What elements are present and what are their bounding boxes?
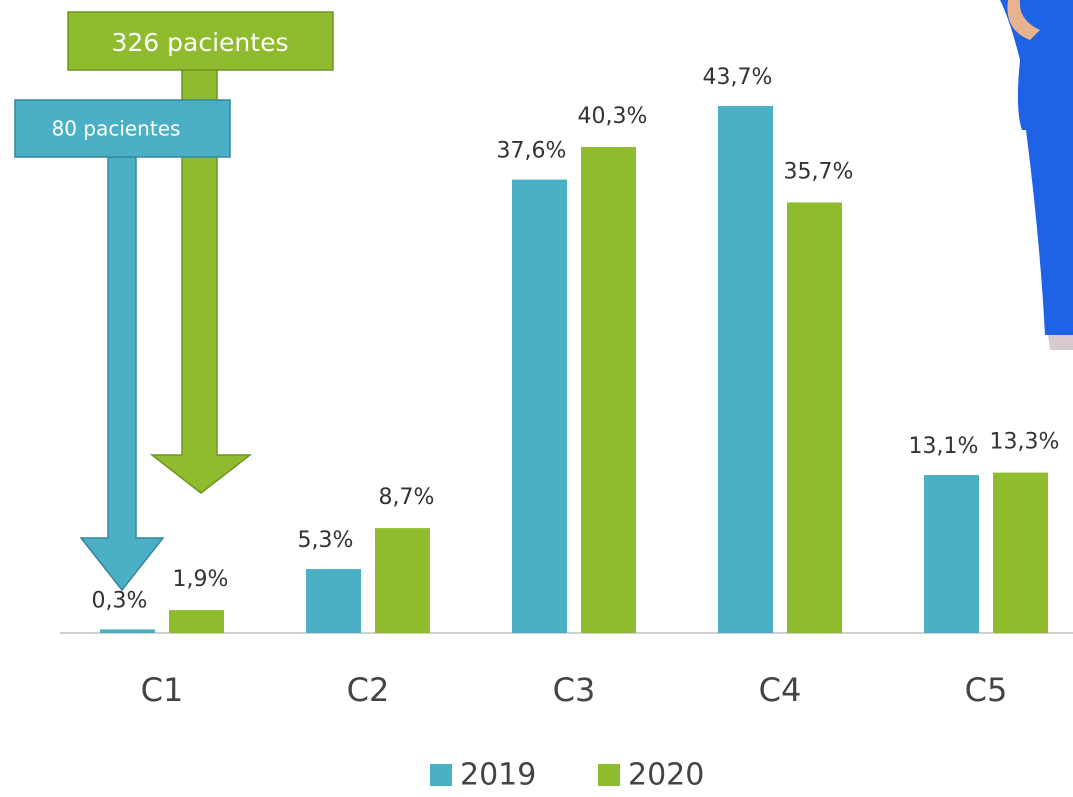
value-label: 5,3%: [298, 528, 354, 553]
chart: C1 0,3% 1,9% C2 5,3% 8,7% C3 37,6% 40,3% C4 43,7% 3…: [0, 0, 1073, 797]
value-label: 13,1%: [909, 434, 979, 459]
value-label: 1,9%: [173, 567, 229, 592]
x-tick-label: C1: [141, 671, 184, 709]
legend-swatch: [598, 764, 620, 786]
value-label: 8,7%: [379, 485, 435, 510]
page: {"chart_data": {"type": "bar", "categori…: [0, 0, 1073, 797]
value-label: 35,7%: [784, 159, 854, 184]
bar: [169, 610, 224, 633]
value-label: 0,3%: [92, 588, 148, 613]
value-label: 37,6%: [497, 139, 567, 164]
bar: [924, 475, 979, 633]
value-label: 40,3%: [578, 104, 648, 129]
annotation: 326 pacientes: [112, 28, 289, 57]
bar: [581, 147, 636, 633]
bar: [306, 569, 361, 633]
x-tick-label: C5: [965, 671, 1008, 709]
x-tick-label: C4: [759, 671, 802, 709]
legend-swatch: [430, 764, 452, 786]
nurse-illustration: [1000, 0, 1073, 350]
bar: [718, 106, 773, 633]
bar: [787, 202, 842, 633]
x-tick-label: C2: [347, 671, 390, 709]
legend-label: 2020: [628, 758, 704, 793]
value-label: 43,7%: [703, 65, 773, 90]
annotation: 80 pacientes: [52, 117, 181, 141]
bar: [512, 180, 567, 633]
legend-label: 2019: [460, 758, 536, 793]
bar: [993, 473, 1048, 633]
bar: [375, 528, 430, 633]
value-label: 13,3%: [990, 430, 1060, 455]
bar: [100, 629, 155, 633]
x-tick-label: C3: [553, 671, 596, 709]
